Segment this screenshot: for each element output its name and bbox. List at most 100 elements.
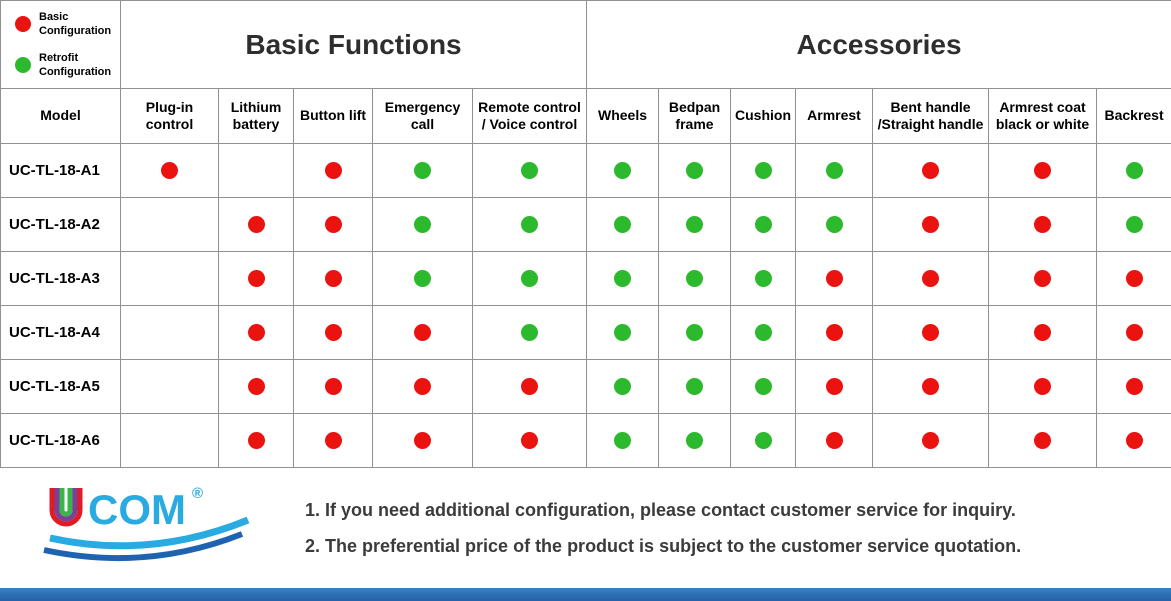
config-cell — [218, 305, 294, 360]
green-dot-icon — [754, 215, 772, 233]
config-cell — [658, 305, 731, 360]
green-dot-icon — [686, 323, 703, 341]
green-dot-icon — [521, 161, 538, 179]
red-dot-icon — [825, 377, 843, 395]
red-dot-icon — [922, 323, 939, 341]
config-cell — [472, 413, 587, 468]
config-cell — [120, 197, 219, 252]
config-cell — [1095, 197, 1171, 252]
red-dot-icon — [247, 269, 265, 287]
red-dot-icon — [324, 215, 342, 233]
green-dot-icon — [414, 269, 431, 287]
config-cell — [988, 251, 1097, 306]
legend-label-retrofit: Retrofit Configuration — [39, 51, 112, 78]
config-cell — [586, 413, 659, 468]
group-header-accessories: Accessories — [585, 0, 1171, 89]
model-cell: UC-TL-18-A1 — [0, 143, 121, 198]
legend-label-basic: Basic Configuration — [39, 10, 112, 38]
config-cell — [988, 413, 1097, 468]
config-cell — [730, 251, 796, 306]
red-dot-icon — [922, 215, 939, 233]
green-dot-icon — [825, 215, 843, 233]
config-cell — [872, 143, 989, 198]
config-cell — [293, 197, 373, 252]
red-dot-icon — [1125, 323, 1143, 341]
config-cell — [472, 197, 587, 252]
column-header: Plug-in control — [120, 88, 219, 144]
config-cell — [730, 413, 796, 468]
column-header: Wheels — [586, 88, 659, 144]
red-dot-icon — [1125, 431, 1143, 449]
red-dot-icon — [521, 431, 538, 449]
configuration-table: Basic Configuration Retrofit Configurati… — [0, 0, 1171, 468]
bottom-blue-bar — [0, 588, 1171, 601]
config-cell — [872, 251, 989, 306]
config-cell — [658, 359, 731, 414]
config-cell — [1095, 305, 1171, 360]
legend-item-retrofit: Retrofit Configuration — [15, 51, 116, 80]
red-dot-icon — [15, 16, 31, 33]
config-cell — [795, 359, 873, 414]
green-dot-icon — [15, 56, 31, 73]
red-dot-icon — [161, 161, 178, 179]
red-dot-icon — [1125, 377, 1143, 395]
config-cell — [293, 359, 373, 414]
config-cell — [988, 197, 1097, 252]
green-dot-icon — [754, 431, 772, 449]
config-cell — [293, 305, 373, 360]
ucom-logo: COM ® — [42, 480, 257, 577]
red-dot-icon — [247, 431, 265, 449]
green-dot-icon — [521, 215, 538, 233]
column-header: Cushion — [730, 88, 796, 144]
green-dot-icon — [1125, 215, 1143, 233]
green-dot-icon — [614, 323, 631, 341]
config-cell — [472, 143, 587, 198]
config-cell — [120, 143, 219, 198]
red-dot-icon — [414, 377, 431, 395]
config-cell — [658, 251, 731, 306]
green-dot-icon — [754, 323, 772, 341]
config-cell — [795, 305, 873, 360]
config-cell — [472, 251, 587, 306]
config-cell — [372, 359, 473, 414]
red-dot-icon — [922, 377, 939, 395]
column-header: Backrest — [1095, 88, 1171, 144]
column-header: Armrest — [795, 88, 873, 144]
column-header: Button lift — [293, 88, 373, 144]
green-dot-icon — [686, 377, 703, 395]
green-dot-icon — [1125, 161, 1143, 179]
red-dot-icon — [247, 323, 265, 341]
model-cell: UC-TL-18-A4 — [0, 305, 121, 360]
config-cell — [1095, 251, 1171, 306]
config-cell — [218, 197, 294, 252]
green-dot-icon — [754, 161, 772, 179]
red-dot-icon — [521, 377, 538, 395]
green-dot-icon — [614, 161, 631, 179]
config-cell — [1095, 359, 1171, 414]
note-2: 2. The preferential price of the product… — [305, 535, 1022, 556]
model-cell: UC-TL-18-A6 — [0, 413, 121, 468]
group-header-basic-functions: Basic Functions — [120, 0, 587, 89]
red-dot-icon — [922, 269, 939, 287]
green-dot-icon — [754, 269, 772, 287]
red-dot-icon — [1034, 377, 1051, 395]
legend-item-basic: Basic Configuration — [15, 10, 116, 39]
column-header: Remote control / Voice control — [472, 88, 587, 144]
config-cell — [120, 359, 219, 414]
green-dot-icon — [614, 377, 631, 395]
config-cell — [372, 143, 473, 198]
green-dot-icon — [686, 161, 703, 179]
config-cell — [988, 359, 1097, 414]
config-cell — [218, 413, 294, 468]
red-dot-icon — [1034, 269, 1051, 287]
config-cell — [872, 305, 989, 360]
table-row: UC-TL-18-A5 — [0, 359, 1171, 414]
config-cell — [795, 413, 873, 468]
green-dot-icon — [686, 431, 703, 449]
green-dot-icon — [414, 215, 431, 233]
table-row: UC-TL-18-A3 — [0, 251, 1171, 306]
logo-letter-u — [49, 487, 83, 526]
registered-mark: ® — [192, 485, 203, 502]
config-cell — [293, 143, 373, 198]
notes: 1. If you need additional configuration,… — [305, 500, 1021, 557]
